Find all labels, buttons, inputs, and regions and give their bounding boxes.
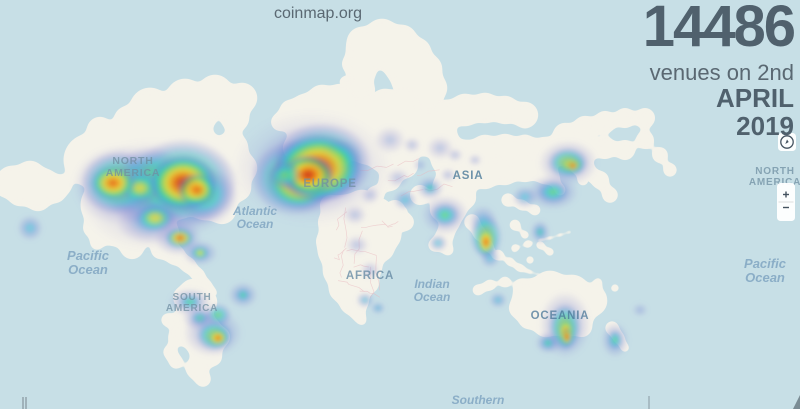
svg-text:Ocean: Ocean — [237, 217, 274, 231]
svg-text:SOUTH: SOUTH — [173, 292, 212, 303]
svg-text:NORTH: NORTH — [112, 155, 153, 167]
svg-text:Pacific: Pacific — [744, 256, 787, 271]
svg-text:Ocean: Ocean — [745, 270, 785, 285]
svg-text:Atlantic: Atlantic — [232, 204, 277, 218]
svg-text:Pacific: Pacific — [67, 248, 110, 263]
svg-text:NORTH: NORTH — [755, 166, 795, 177]
svg-text:Indian: Indian — [414, 277, 449, 291]
svg-text:AFRICA: AFRICA — [346, 270, 394, 282]
svg-text:EUROPE: EUROPE — [303, 178, 356, 190]
svg-text:AMERICA: AMERICA — [106, 167, 161, 179]
svg-text:Southern: Southern — [452, 393, 505, 407]
svg-text:Ocean: Ocean — [68, 262, 108, 277]
svg-text:OCEANIA: OCEANIA — [531, 310, 590, 322]
svg-text:Ocean: Ocean — [414, 290, 451, 304]
svg-text:ASIA: ASIA — [453, 170, 484, 182]
svg-text:AMERICA: AMERICA — [166, 303, 218, 314]
